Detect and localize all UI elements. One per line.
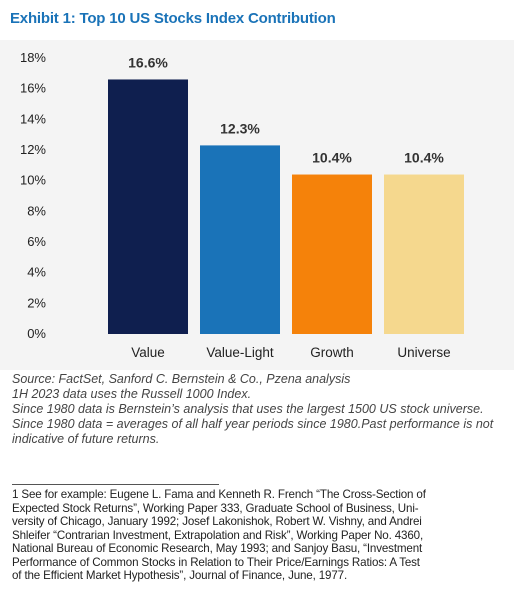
footnote-line: of the Efficient Market Hypothesis”, Jou… [12,569,348,582]
note-line: indicative of future returns. [12,432,160,446]
y-tick-label: 10% [20,173,46,188]
footnote-divider [12,484,219,485]
footnote-line: National Bureau of Economic Research, Ma… [12,542,423,555]
footnote-line: Expected Stock Returns”, Working Paper 3… [12,501,419,515]
bar-growth [292,174,372,334]
y-tick-label: 6% [27,234,46,249]
chart-notes: Source: FactSet, Sanford C. Bernstein & … [12,372,507,447]
bar-value-light [200,145,280,334]
x-category-label: Universe [397,345,450,360]
footnote-line: 1 See for example: Eugene L. Fama and Ke… [12,488,426,501]
bar-value-label: 10.4% [404,150,444,166]
bar-value-label: 12.3% [220,120,260,136]
bar-universe [384,174,464,334]
y-tick-label: 2% [27,295,46,310]
y-tick-label: 14% [20,111,46,126]
bar-value [108,79,188,334]
x-category-label: Value-Light [206,345,274,360]
y-tick-label: 0% [27,326,46,341]
y-tick-label: 8% [27,203,46,218]
y-tick-label: 12% [20,142,46,157]
footnote-line: versity of Chicago, January 1992; Josef … [12,515,422,528]
footnote: 1 See for example: Eugene L. Fama and Ke… [12,488,507,583]
y-tick-label: 16% [20,81,46,96]
y-tick-label: 18% [20,50,46,65]
footnote-line: Performance of Common Stocks in Relation… [12,555,420,569]
note-line: 1H 2023 data uses the Russell 1000 Index… [12,387,252,401]
x-category-label: Growth [310,345,354,360]
bar-value-label: 10.4% [312,150,352,166]
x-category-label: Value [131,345,165,360]
note-line: Since 1980 data is Bernstein’s analysis … [12,402,484,416]
bar-value-label: 16.6% [128,54,168,70]
bar-chart: 0% 2% 4% 6% 8% 10% 12% 14% 16% 18% 16.6% Value 12.3%… [20,50,464,360]
source-note: Source: FactSet, Sanford C. Bernstein & … [12,372,351,386]
note-line: Since 1980 data = averages of all half y… [12,417,494,431]
footnote-line: Shleifer “Contrarian Investment, Extrapo… [12,528,424,542]
y-tick-label: 4% [27,265,46,280]
chart-title: Exhibit 1: Top 10 US Stocks Index Contri… [10,10,336,27]
